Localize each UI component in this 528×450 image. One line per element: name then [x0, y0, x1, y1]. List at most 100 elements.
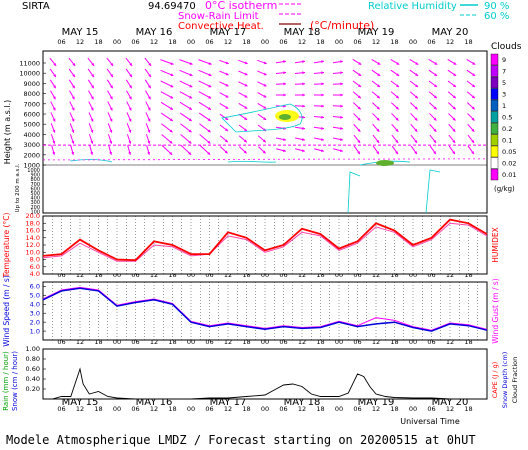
hour-label: 12: [372, 271, 380, 279]
date-label: MAY 20: [432, 27, 469, 38]
wind-arrow: [428, 69, 438, 77]
humidity-contour-surface: [347, 169, 441, 214]
y-tick-label: 12.0: [26, 241, 40, 249]
cloud-fraction-axis-label: Cloud Fraction: [511, 357, 519, 404]
wind-arrow: [371, 91, 381, 99]
wind-arrow: [161, 134, 173, 144]
wind-arrow: [107, 90, 113, 100]
hour-label: 18: [390, 271, 398, 279]
wind-arrow: [145, 123, 151, 133]
wind-arrow: [126, 101, 132, 111]
hour-label: 00: [261, 405, 269, 413]
y-tick-label: 20.0: [26, 212, 40, 220]
clouds-legend-swatch: [490, 111, 499, 123]
wind-arrow: [180, 134, 192, 144]
wind-arrow: [238, 81, 248, 87]
wind-arrow: [258, 146, 266, 154]
hour-label: 12: [298, 405, 306, 413]
hour-label: 12: [446, 38, 454, 46]
wind-arrow: [69, 101, 75, 111]
wind-arrow: [429, 134, 437, 144]
wind-arrow: [179, 112, 193, 122]
wind-arrow: [106, 79, 114, 89]
wind-arrow: [294, 104, 306, 108]
clouds-legend-swatch: [490, 88, 499, 100]
height-tick-label: 10000: [19, 70, 40, 78]
wind-arrow: [179, 91, 193, 99]
wind-arrow: [390, 80, 400, 88]
hour-label: 18: [242, 271, 250, 279]
wind-arrow: [352, 91, 362, 99]
hour-label: 00: [409, 38, 417, 46]
wind-arrow: [372, 134, 380, 144]
hour-label: 00: [261, 271, 269, 279]
height-axis-label-lower: Up to 200 m a.s.l.: [15, 163, 21, 212]
wind-arrow: [198, 80, 212, 88]
y-tick-label: 0.40: [26, 375, 40, 383]
wind-arrow: [144, 79, 152, 89]
humidity-contour: [221, 103, 303, 133]
wind-arrow: [448, 134, 456, 144]
wind-arrow: [198, 59, 212, 65]
hour-label: 18: [94, 338, 102, 346]
height-tick-label: 6000: [23, 111, 40, 119]
wind-arrow: [352, 69, 362, 77]
wind-arrow: [332, 60, 344, 64]
wind-arrow: [70, 145, 75, 155]
wind-arrow: [145, 101, 151, 111]
rain-axis-label: Rain (mm / hour): [2, 351, 10, 411]
wind-arrow: [87, 57, 95, 67]
humidex-axis-label: HUMIDEX: [491, 227, 500, 262]
height-tick-label-lower: 600: [30, 186, 40, 192]
clouds-legend-swatch: [490, 53, 499, 66]
wind-arrow: [390, 58, 400, 66]
snow-axis-label: Snow (cm / hour): [11, 351, 19, 411]
wind-arrow: [88, 101, 94, 111]
y-tick-label: 3.0: [30, 309, 40, 317]
height-tick-label-lower: 300: [30, 200, 40, 206]
wind-arrow: [87, 68, 95, 78]
wind-arrow: [352, 80, 362, 88]
snow-rain-limit-line: [43, 158, 487, 161]
wind-arrow: [429, 113, 437, 121]
hour-label: 06: [353, 38, 361, 46]
hour-label: 18: [242, 338, 250, 346]
clouds-legend-level: 1: [502, 102, 506, 110]
wind-grid: [52, 282, 478, 340]
hour-label: 06: [427, 38, 435, 46]
wind-arrow: [198, 112, 212, 122]
wind-arrow: [314, 93, 324, 97]
clouds-legend-swatch: [490, 145, 499, 158]
x-axis-label: Universal Time: [400, 417, 460, 426]
hour-label: 00: [335, 38, 343, 46]
wind-arrow: [353, 113, 361, 121]
hour-label: 12: [224, 38, 232, 46]
wind-arrow: [199, 123, 211, 133]
wind-arrow: [88, 112, 94, 122]
wind-arrow: [276, 137, 286, 141]
hour-label: 06: [131, 38, 139, 46]
hour-label: 12: [298, 338, 306, 346]
wind-arrow: [410, 102, 418, 110]
wind-arrow: [107, 123, 113, 133]
hour-label: 18: [94, 38, 102, 46]
wind-arrow: [257, 92, 267, 98]
hour-label: 00: [409, 271, 417, 279]
hour-label: 18: [464, 405, 472, 413]
clouds-legend-swatch: [490, 168, 499, 181]
wind-arrow: [467, 123, 475, 133]
y-tick-label: 4.0: [30, 301, 40, 309]
hour-label: 12: [76, 271, 84, 279]
wind-arrow: [332, 126, 344, 130]
wind-arrow: [239, 146, 247, 154]
height-tick-label: 2000: [23, 151, 40, 159]
clouds-legend-level: 0.05: [502, 148, 516, 156]
wind-arrow: [466, 91, 476, 99]
wind-arrow: [294, 126, 306, 130]
wind-arrow: [238, 59, 248, 65]
wind-arrow: [49, 79, 57, 89]
hour-label: 06: [57, 338, 65, 346]
y-tick-label: 1.0: [30, 327, 40, 335]
height-tick-label: 9000: [23, 80, 40, 88]
hour-label: 06: [279, 38, 287, 46]
